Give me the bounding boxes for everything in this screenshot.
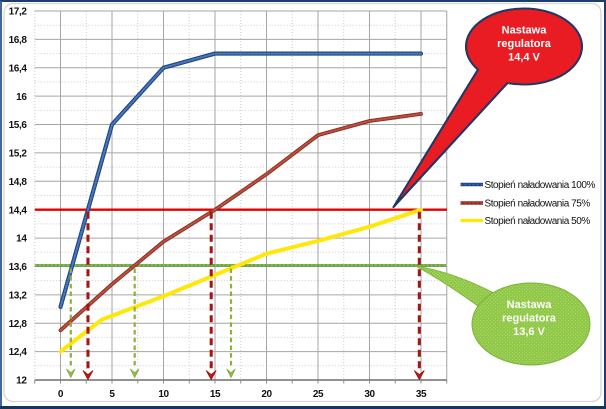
svg-text:12: 12: [16, 376, 27, 387]
svg-text:16,8: 16,8: [9, 35, 28, 46]
svg-text:20: 20: [261, 389, 272, 400]
svg-text:30: 30: [364, 389, 375, 400]
svg-text:13,2: 13,2: [9, 290, 28, 301]
svg-text:13,6 V: 13,6 V: [513, 326, 545, 338]
svg-text:Nastawa: Nastawa: [502, 25, 548, 37]
svg-text:14,4: 14,4: [9, 205, 28, 216]
svg-text:25: 25: [313, 389, 324, 400]
svg-text:0: 0: [58, 389, 64, 400]
svg-text:16,4: 16,4: [9, 63, 28, 74]
svg-text:14,8: 14,8: [9, 177, 28, 188]
svg-text:15,6: 15,6: [9, 120, 28, 131]
svg-text:16: 16: [16, 92, 27, 103]
svg-text:10: 10: [158, 389, 169, 400]
svg-text:regulatora: regulatora: [502, 313, 557, 325]
svg-text:Stopień naładowania 50%: Stopień naładowania 50%: [485, 216, 591, 227]
svg-text:12,8: 12,8: [9, 319, 28, 330]
svg-text:14: 14: [16, 234, 27, 245]
svg-text:Stopień naładowania 75%: Stopień naładowania 75%: [485, 199, 591, 210]
svg-text:12,4: 12,4: [9, 347, 28, 358]
svg-text:Nastawa: Nastawa: [507, 299, 553, 311]
svg-text:17,2: 17,2: [9, 7, 28, 18]
svg-text:15,2: 15,2: [9, 149, 28, 160]
svg-text:14,4 V: 14,4 V: [508, 52, 540, 64]
svg-text:5: 5: [109, 389, 115, 400]
svg-text:Stopień naładowania 100%: Stopień naładowania 100%: [485, 180, 596, 191]
svg-text:15: 15: [210, 389, 221, 400]
svg-text:regulatora: regulatora: [497, 38, 552, 50]
svg-text:13,6: 13,6: [9, 262, 28, 273]
svg-text:35: 35: [416, 389, 427, 400]
